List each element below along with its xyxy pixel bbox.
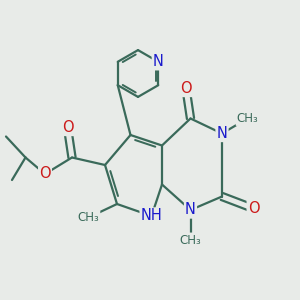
- Text: O: O: [39, 167, 51, 182]
- Text: N: N: [185, 202, 196, 217]
- Text: CH₃: CH₃: [78, 211, 99, 224]
- Text: N: N: [153, 54, 164, 69]
- Text: O: O: [248, 201, 259, 216]
- Text: N: N: [217, 126, 227, 141]
- Text: O: O: [180, 81, 192, 96]
- Text: CH₃: CH₃: [237, 112, 258, 125]
- Text: CH₃: CH₃: [180, 233, 201, 247]
- Text: NH: NH: [141, 208, 162, 224]
- Text: O: O: [62, 120, 73, 135]
